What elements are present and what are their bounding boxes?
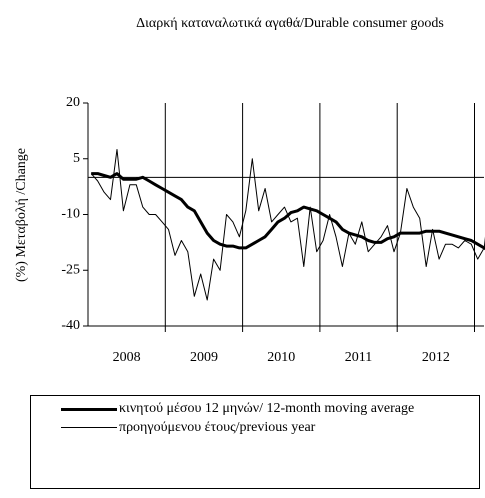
y-tick-label: -40: [61, 318, 80, 333]
legend-swatch: [61, 427, 117, 428]
chart-title: Διαρκή καταναλωτικά αγαθά/Durable consum…: [136, 16, 444, 31]
x-tick-label: 2010: [267, 350, 295, 365]
x-tick-label: 2008: [113, 350, 141, 365]
chart: Διαρκή καταναλωτικά αγαθά/Durable consum…: [14, 16, 485, 365]
series-line: [91, 172, 485, 251]
y-tick-label: -25: [61, 262, 80, 277]
legend-label: προηγούμενου έτους/previous year: [119, 420, 316, 435]
x-tick-label: 2009: [190, 350, 218, 365]
legend-swatch: [61, 408, 117, 411]
legend-label: κινητού μέσου 12 μηνών/ 12-month moving …: [119, 401, 415, 416]
y-tick-label: -10: [61, 207, 80, 222]
legend-item: προηγούμενου έτους/previous year: [31, 419, 479, 436]
title-box: Διαρκή καταναλωτικά αγαθά/Durable consum…: [136, 16, 444, 31]
legend-item: κινητού μέσου 12 μηνών/ 12-month moving …: [31, 400, 479, 417]
x-tick-label: 2011: [345, 350, 372, 365]
y-tick-label: 20: [66, 95, 80, 110]
y-axis-label: (%) Μεταβολή /Change: [14, 148, 29, 282]
legend: κινητού μέσου 12 μηνών/ 12-month moving …: [30, 395, 480, 489]
y-tick-label: 5: [73, 151, 80, 166]
x-tick-label: 2012: [422, 350, 450, 365]
series-line: [90, 149, 485, 301]
